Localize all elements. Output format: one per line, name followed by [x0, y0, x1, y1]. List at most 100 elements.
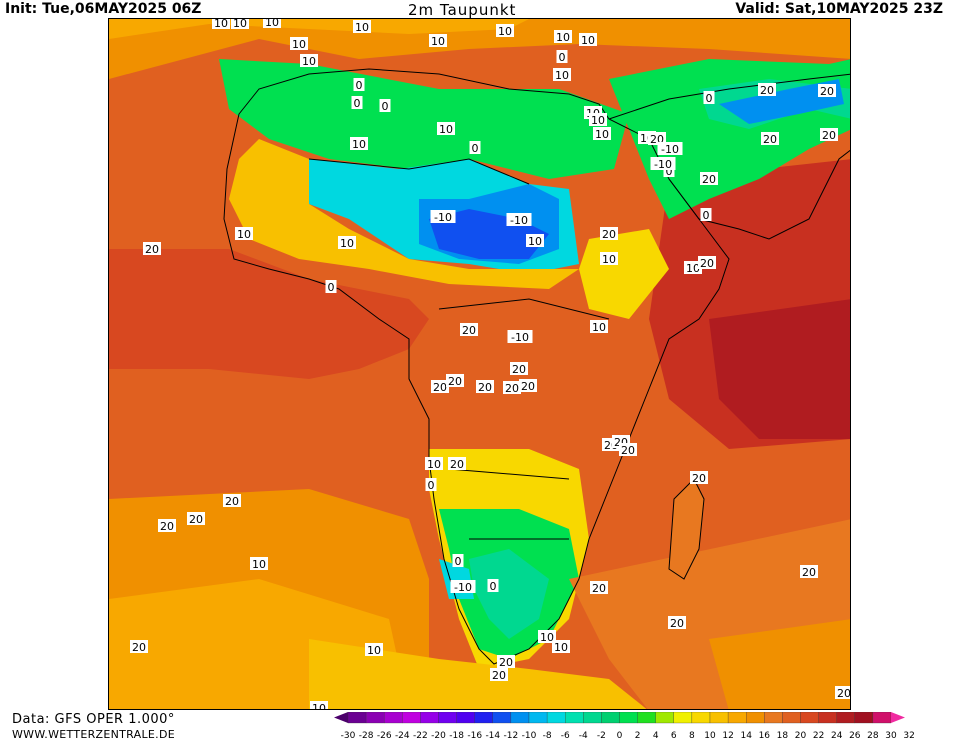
contour-label-box: [490, 668, 508, 681]
legend-tick-label: 2: [635, 731, 641, 740]
contour-label: 20: [433, 381, 447, 394]
contour-label-box: [510, 362, 528, 375]
legend-tick-label: -10: [522, 731, 537, 740]
contour-label: 20: [512, 363, 526, 376]
contour-label: 20: [189, 513, 203, 526]
contour-label-box: [469, 141, 481, 154]
contour-label: 10: [352, 138, 366, 151]
contour-label-box: [698, 256, 716, 269]
contour-label: 0: [328, 281, 335, 294]
contour-label: 10: [265, 19, 279, 29]
contour-label: 0: [666, 165, 673, 178]
contour-label-box: [700, 208, 712, 221]
contour-label-box: [476, 380, 494, 393]
contour-label: 10: [427, 458, 441, 471]
contour-label-box: [496, 24, 514, 37]
contour-label: 0: [559, 51, 566, 64]
contour-label-box: [600, 227, 618, 240]
contour-label-box: [223, 494, 241, 507]
legend-swatch: [818, 711, 837, 724]
contour-label: 20: [505, 382, 519, 395]
contour-label: 10: [592, 321, 606, 334]
contour-labels: 10101010101010100101001000101010101020-1…: [130, 19, 850, 710]
contour-label: -10: [434, 211, 452, 224]
contour-label-box: [590, 581, 608, 594]
contour-label: 20: [621, 444, 635, 457]
website-credit: WWW.WETTERZENTRALE.DE: [12, 728, 175, 741]
coastlines: [223, 68, 850, 665]
legend-swatch: [365, 711, 385, 724]
contour-label-box: [350, 137, 368, 150]
legend-swatch: [456, 711, 475, 724]
legend-tick-label: -8: [543, 731, 552, 740]
contour-label: -10: [454, 581, 472, 594]
contour-label-box: [507, 330, 533, 343]
contour-label-box: [429, 34, 447, 47]
contour-label: 0: [428, 479, 435, 492]
contour-label: 10: [595, 128, 609, 141]
legend-arrow-left: [334, 712, 348, 723]
contour-label-box: [600, 252, 618, 265]
contour-label-box: [300, 54, 318, 67]
legend-tick-label: 12: [722, 731, 733, 740]
contour-label-box: [235, 227, 253, 240]
valid-time: Valid: Sat,10MAY2025 23Z: [735, 1, 943, 17]
legend-swatch: [655, 711, 674, 724]
legend-tick-label: -4: [579, 731, 588, 740]
legend-swatch: [800, 711, 819, 724]
contour-label-box: [338, 236, 356, 249]
contour-label: 10: [355, 21, 369, 34]
contour-label: 10: [555, 69, 569, 82]
contour-label-box: [365, 643, 383, 656]
legend-tick-label: 18: [777, 731, 789, 740]
legend-tick-label: 14: [740, 731, 752, 740]
contour-label: 20: [602, 228, 616, 241]
contour-label-box: [187, 512, 205, 525]
contour-label: 20: [521, 380, 535, 393]
contour-label: 10: [312, 702, 326, 710]
contour-label-box: [310, 701, 328, 709]
contour-label-box: [703, 91, 715, 104]
contour-label-box: [290, 37, 308, 50]
legend-arrow-right: [891, 712, 905, 723]
contour-label: 10: [431, 35, 445, 48]
legend-tick-label: -14: [485, 731, 500, 740]
contour-label-box: [593, 127, 611, 140]
contour-label-box: [250, 557, 268, 570]
contour-label: 20: [700, 257, 714, 270]
contour-label: 0: [490, 580, 497, 593]
contour-label: 10: [367, 644, 381, 657]
contour-label-box: [668, 616, 686, 629]
contour-label: 10: [686, 262, 700, 275]
contour-label-box: [619, 443, 637, 456]
contour-label-box: [430, 210, 456, 223]
legend-swatch: [420, 711, 439, 724]
legend-tick-label: 24: [831, 731, 843, 740]
legend-tick-label: -26: [377, 731, 392, 740]
legend-swatch: [836, 711, 855, 724]
contour-label-box: [700, 172, 718, 185]
contour-label: 20: [592, 582, 606, 595]
contour-label: 20: [692, 472, 706, 485]
legend-tick-label: -24: [395, 731, 410, 740]
contour-label: 0: [472, 142, 479, 155]
legend-tick-label: -16: [467, 731, 482, 740]
legend-swatch: [347, 711, 367, 724]
legend-tick-label: -2: [597, 731, 606, 740]
contour-label: 0: [455, 555, 462, 568]
legend-swatch: [601, 711, 620, 724]
contour-label: 10: [292, 38, 306, 51]
contour-label: 10: [340, 237, 354, 250]
color-legend: -30 -28 -26 -24 -22 -20 -18 -16 -14 -12 -10 -8 -6 -4-…: [334, 711, 958, 741]
contour-label: 20: [160, 520, 174, 533]
contour-label-box: [425, 478, 437, 491]
legend-swatch: [854, 711, 874, 724]
contour-label-box: [431, 380, 449, 393]
legend-tick-label: 26: [849, 731, 861, 740]
dewpoint-map[interactable]: 10101010101010100101001000101010101020-1…: [108, 18, 851, 710]
contour-label-box: [353, 20, 371, 33]
legend-swatch: [727, 711, 747, 724]
init-time: Init: Tue,06MAY2025 06Z: [5, 1, 202, 17]
legend-swatch: [764, 711, 783, 724]
contour-label-box: [379, 99, 391, 112]
